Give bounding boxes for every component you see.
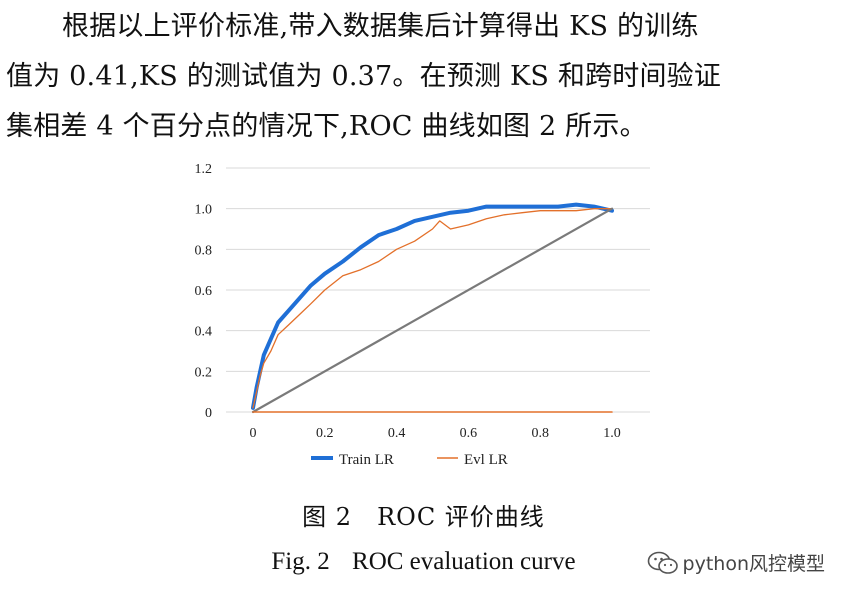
figure-label-en: Fig. 2: [271, 548, 330, 575]
figure-title-en: ROC evaluation curve: [352, 548, 576, 575]
y-tick-label: 0.8: [195, 243, 213, 258]
x-tick-label: 0: [250, 426, 257, 441]
body-paragraph: 根据以上评价标准,带入数据集后计算得出 KS 的训练 值为 0.41,KS 的测…: [6, 2, 844, 152]
y-tick-label: 0.2: [195, 365, 213, 380]
figure-caption-en: Fig. 2 ROC evaluation curve: [0, 548, 847, 576]
watermark-text: python风控模型: [682, 553, 825, 575]
y-tick-label: 1.2: [195, 162, 213, 177]
y-tick-label: 1.0: [195, 203, 213, 218]
x-tick-label: 1.0: [603, 426, 621, 441]
x-tick-label: 0.8: [531, 426, 549, 441]
x-tick-label: 0.2: [316, 426, 334, 441]
legend-label: Evl LR: [464, 452, 508, 468]
wechat-icon: [647, 551, 678, 574]
series-line-evl-lr: [252, 208, 613, 409]
x-tick-label: 0.6: [460, 426, 478, 441]
x-tick-label: 0.4: [388, 426, 406, 441]
paragraph-line-1: 根据以上评价标准,带入数据集后计算得出 KS 的训练: [62, 11, 699, 42]
figure-caption-cn: 图 2 ROC 评价曲线: [302, 503, 545, 531]
legend-label: Train LR: [339, 452, 394, 468]
series-line-train-lr: [251, 202, 614, 410]
y-tick-label: 0.6: [195, 284, 213, 299]
roc-chart: 0 0.2 0.4 0.6 0.8 1.0 1.2 0 0.2 0.4 0.6 0.8 1.0 Train…: [195, 162, 650, 468]
watermark: python风控模型: [647, 549, 825, 576]
paragraph-line-2: 值为 0.41,KS 的测试值为 0.37。在预测 KS 和跨时间验证: [6, 61, 722, 92]
diagonal-reference-line: [251, 207, 614, 414]
paragraph-line-3: 集相差 4 个百分点的情况下,ROC 曲线如图 2 所示。: [6, 111, 647, 142]
y-tick-label: 0.4: [195, 325, 213, 340]
y-tick-label: 0: [205, 406, 212, 421]
